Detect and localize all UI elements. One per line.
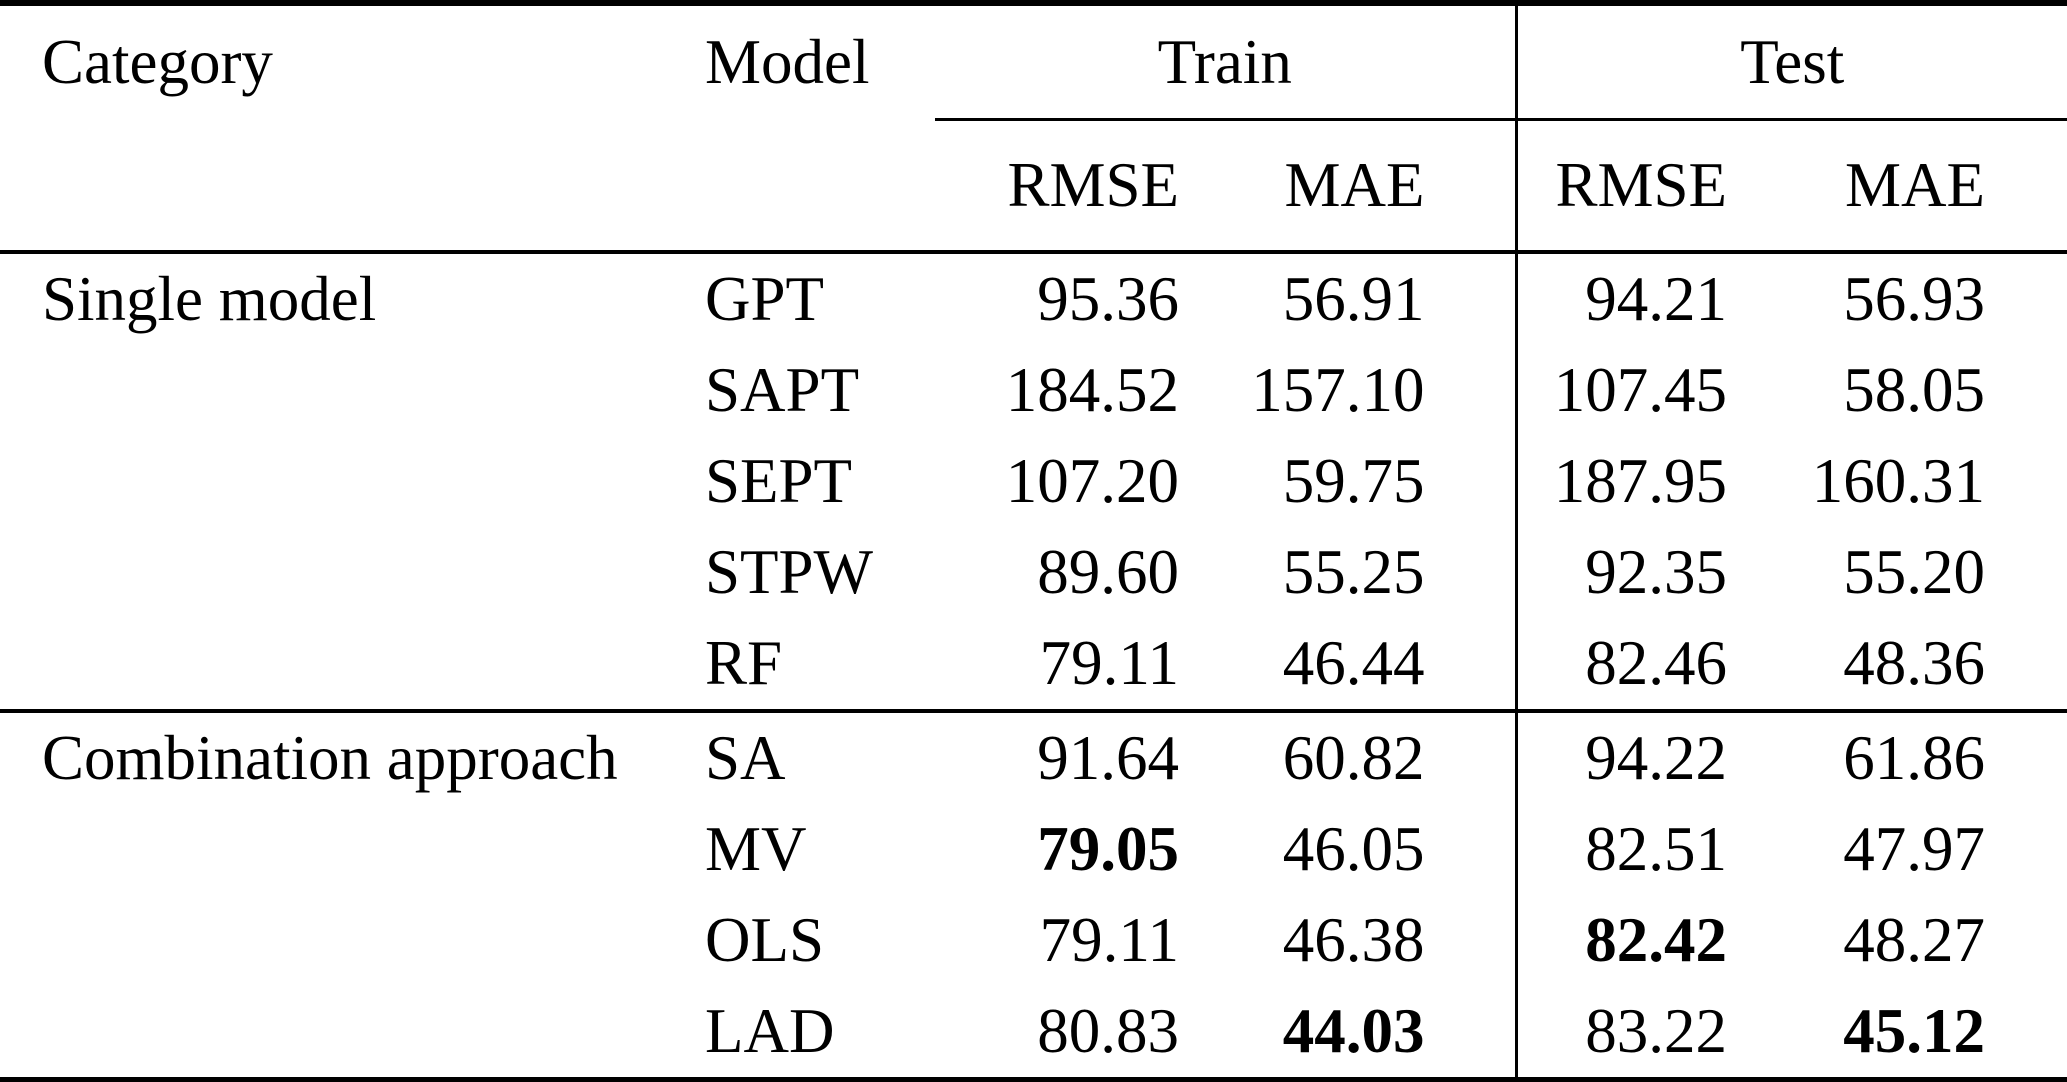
test-rmse-value: 187.95: [1514, 436, 1735, 527]
test-mae-value: 55.20: [1843, 537, 1986, 607]
train-mae-value: 55.25: [1282, 537, 1425, 607]
table-row: STPW 89.60 55.25 92.35 55.20: [0, 527, 2067, 618]
test-rmse-value: 82.46: [1514, 618, 1735, 711]
category-cell: Combination approach: [42, 723, 618, 793]
train-mae-value: 56.91: [1282, 264, 1425, 334]
table-row: Combination approach SA 91.64 60.82 94.22 61.…: [0, 711, 2067, 804]
column-header-train-mae: MAE: [1284, 150, 1425, 220]
table-section-1: Single model GPT 95.36 56.91 94.21 56.93 SAPT 1…: [0, 252, 2067, 711]
test-mae-value: 56.93: [1843, 264, 1986, 334]
table-row: OLS 79.11 46.38 82.42 48.27: [0, 895, 2067, 986]
test-mae-value: 61.86: [1843, 723, 1986, 793]
table-section-2: Combination approach SA 91.64 60.82 94.22 61.…: [0, 711, 2067, 1080]
model-cell: RF: [705, 628, 783, 698]
model-cell: SEPT: [705, 446, 853, 516]
category-cell: Single model: [42, 264, 377, 334]
test-mae-value: 47.97: [1843, 814, 1986, 884]
model-cell: STPW: [705, 537, 874, 607]
column-header-category: Category: [42, 27, 273, 97]
table-row: SEPT 107.20 59.75 187.95 160.31: [0, 436, 2067, 527]
train-mae-value: 157.10: [1251, 355, 1425, 425]
table-row: LAD 80.83 44.03 83.22 45.12: [0, 986, 2067, 1080]
train-mae-value: 44.03: [1282, 996, 1425, 1066]
table-row: RF 79.11 46.44 82.46 48.36: [0, 618, 2067, 711]
train-mae-value: 46.44: [1282, 628, 1425, 698]
train-mae-value: 46.38: [1282, 905, 1425, 975]
column-group-train: Train: [935, 3, 1516, 121]
test-mae-value: 45.12: [1843, 996, 1986, 1066]
test-rmse-value: 92.35: [1514, 527, 1735, 618]
column-header-test-mae: MAE: [1845, 150, 1986, 220]
train-rmse-value: 91.64: [1037, 723, 1179, 793]
column-header-model: Model: [705, 27, 870, 97]
model-cell: MV: [705, 814, 807, 884]
test-mae-value: 48.36: [1843, 628, 1986, 698]
train-mae-value: 46.05: [1282, 814, 1425, 884]
test-rmse-value: 82.42: [1514, 895, 1735, 986]
train-rmse-value: 184.52: [1005, 355, 1179, 425]
column-header-test-rmse: RMSE: [1514, 119, 1735, 252]
test-rmse-value: 94.22: [1514, 711, 1735, 804]
train-rmse-value: 79.11: [1039, 628, 1179, 698]
test-rmse-value: 94.21: [1514, 252, 1735, 345]
train-rmse-value: 80.83: [1037, 996, 1179, 1066]
header-row-groups: Category Model Train Test: [0, 3, 2067, 121]
model-cell: SA: [705, 723, 786, 793]
train-rmse-value: 79.05: [1037, 814, 1179, 884]
test-rmse-value: 83.22: [1514, 986, 1735, 1080]
column-group-test: Test: [1514, 3, 2067, 121]
header-row-metrics: RMSE MAE RMSE MAE: [0, 119, 2067, 252]
train-mae-value: 60.82: [1282, 723, 1425, 793]
train-rmse-value: 79.11: [1039, 905, 1179, 975]
column-header-train-rmse: RMSE: [1007, 150, 1179, 220]
table-row: SAPT 184.52 157.10 107.45 58.05: [0, 345, 2067, 436]
model-cell: SAPT: [705, 355, 860, 425]
test-mae-value: 58.05: [1843, 355, 1986, 425]
train-rmse-value: 89.60: [1037, 537, 1179, 607]
table-header: Category Model Train Test RMSE MAE RMSE …: [0, 3, 2067, 252]
model-cell: LAD: [705, 996, 835, 1066]
table-row: Single model GPT 95.36 56.91 94.21 56.93: [0, 252, 2067, 345]
train-rmse-value: 107.20: [1005, 446, 1179, 516]
train-rmse-value: 95.36: [1037, 264, 1179, 334]
train-mae-value: 59.75: [1282, 446, 1425, 516]
test-rmse-value: 82.51: [1514, 804, 1735, 895]
table-row: MV 79.05 46.05 82.51 47.97: [0, 804, 2067, 895]
model-cell: OLS: [705, 905, 825, 975]
test-mae-value: 160.31: [1811, 446, 1986, 516]
model-cell: GPT: [705, 264, 825, 334]
test-mae-value: 48.27: [1843, 905, 1986, 975]
test-rmse-value: 107.45: [1514, 345, 1735, 436]
